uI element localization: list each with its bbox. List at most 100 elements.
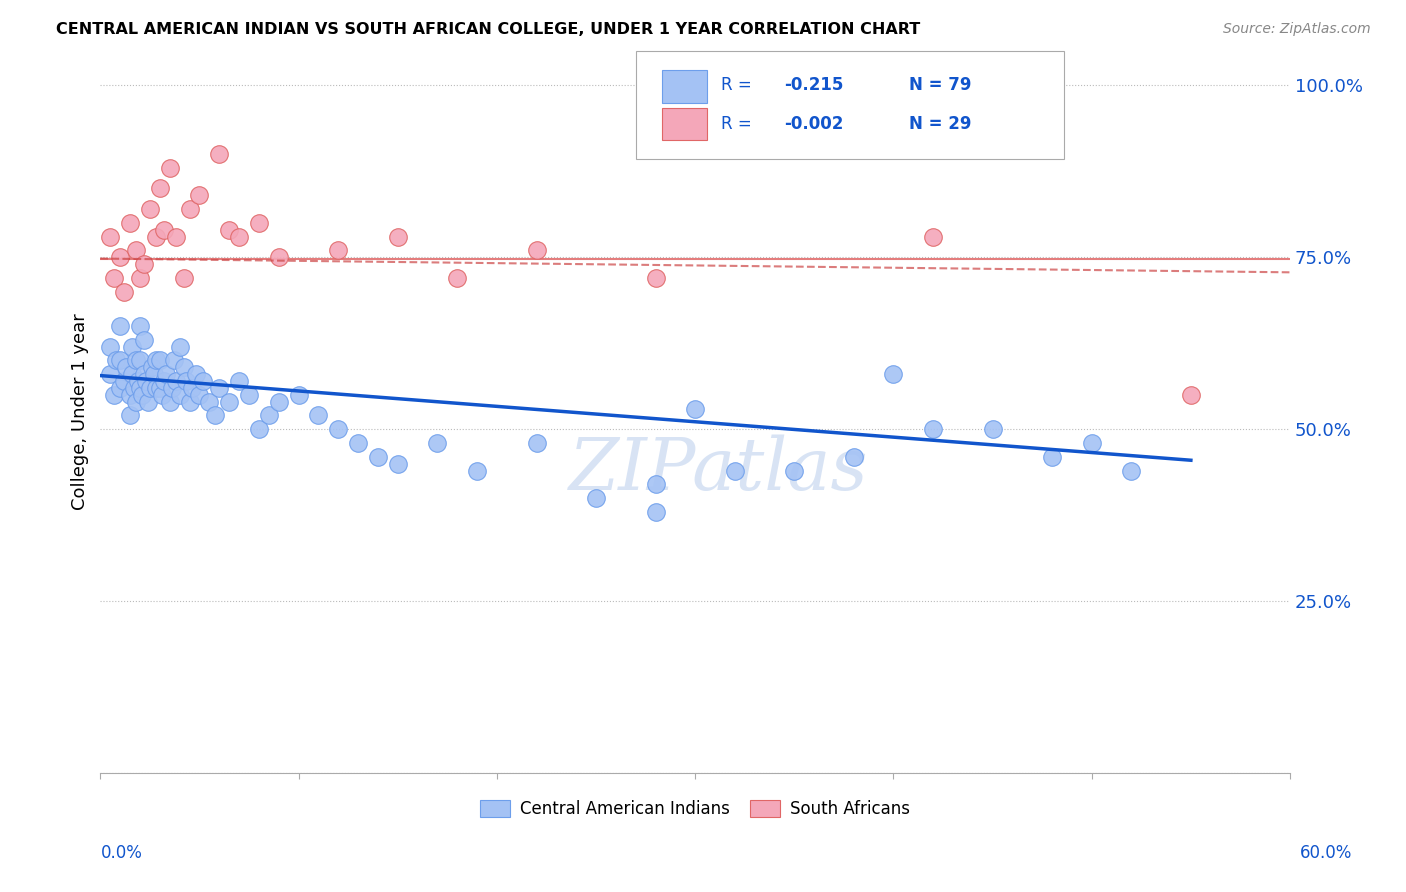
Point (922, 422, 945, 436)
Point (842, 450, 865, 464)
Point (387, 457, 409, 471)
Point (145, 229, 167, 244)
Point (683, 401, 706, 416)
Point (165, 229, 187, 244)
Point (198, 394, 221, 409)
Point (188, 188, 211, 202)
Point (103, 388, 125, 402)
Point (173, 360, 195, 375)
Point (145, 353, 167, 368)
Point (153, 222, 176, 236)
Point (644, 477, 666, 491)
Text: -0.002: -0.002 (785, 115, 844, 134)
Point (238, 388, 260, 402)
Point (108, 250, 131, 264)
Point (1040, 450, 1063, 464)
Point (204, 409, 226, 423)
Legend: Central American Indians, South Africans: Central American Indians, South Africans (472, 792, 918, 827)
Text: N = 79: N = 79 (910, 77, 972, 95)
Point (108, 318, 131, 333)
Point (208, 381, 231, 395)
Point (122, 381, 145, 395)
Point (131, 388, 153, 402)
Point (287, 388, 309, 402)
Point (922, 229, 945, 244)
Point (188, 388, 211, 402)
Point (208, 147, 231, 161)
Point (98, 229, 121, 244)
Point (179, 394, 201, 409)
Text: R =: R = (721, 115, 752, 134)
Point (387, 229, 409, 244)
Text: R =: R = (721, 77, 752, 95)
Text: N = 29: N = 29 (910, 115, 972, 134)
Point (218, 222, 240, 236)
Point (120, 388, 142, 402)
Point (108, 353, 131, 368)
Point (1080, 436, 1102, 450)
Point (882, 368, 904, 382)
Point (644, 270, 666, 285)
Point (724, 464, 747, 478)
Point (132, 333, 155, 347)
Point (228, 374, 250, 388)
Point (150, 388, 173, 402)
Point (783, 464, 806, 478)
Point (526, 436, 548, 450)
Point (125, 353, 148, 368)
Point (142, 368, 165, 382)
Point (98, 340, 121, 354)
Point (307, 409, 329, 423)
Text: 60.0%: 60.0% (1301, 844, 1353, 862)
Point (149, 353, 172, 368)
Text: CENTRAL AMERICAN INDIAN VS SOUTH AFRICAN COLLEGE, UNDER 1 YEAR CORRELATION CHART: CENTRAL AMERICAN INDIAN VS SOUTH AFRICAN… (56, 22, 921, 37)
Point (129, 270, 152, 285)
Point (136, 394, 159, 409)
Point (135, 374, 157, 388)
Point (125, 244, 148, 258)
Point (465, 464, 488, 478)
Y-axis label: College, Under 1 year: College, Under 1 year (72, 314, 89, 510)
Point (174, 374, 197, 388)
Text: 0.0%: 0.0% (101, 844, 143, 862)
Point (644, 505, 666, 519)
Point (139, 202, 162, 216)
Point (121, 368, 143, 382)
Point (145, 381, 167, 395)
Text: -0.215: -0.215 (785, 77, 844, 95)
Point (103, 270, 125, 285)
Point (149, 381, 172, 395)
Point (127, 374, 149, 388)
Point (367, 450, 389, 464)
Point (125, 394, 148, 409)
Point (526, 244, 548, 258)
Point (129, 353, 152, 368)
Point (267, 250, 290, 264)
Point (129, 381, 152, 395)
Point (218, 394, 240, 409)
Point (153, 374, 176, 388)
FancyBboxPatch shape (662, 108, 707, 140)
Point (105, 353, 128, 368)
Point (446, 270, 468, 285)
Point (159, 394, 181, 409)
Point (163, 353, 186, 368)
Point (179, 202, 201, 216)
Point (180, 381, 202, 395)
Point (193, 374, 215, 388)
Point (328, 244, 350, 258)
Point (139, 381, 162, 395)
Point (257, 409, 280, 423)
FancyBboxPatch shape (636, 51, 1064, 159)
Point (165, 374, 187, 388)
Point (141, 360, 163, 375)
Point (1121, 464, 1143, 478)
Point (1180, 388, 1202, 402)
Point (120, 409, 142, 423)
Point (98, 368, 121, 382)
FancyBboxPatch shape (662, 70, 707, 103)
Point (160, 381, 183, 395)
Point (112, 285, 135, 299)
Text: Source: ZipAtlas.com: Source: ZipAtlas.com (1223, 22, 1371, 37)
Point (108, 381, 131, 395)
